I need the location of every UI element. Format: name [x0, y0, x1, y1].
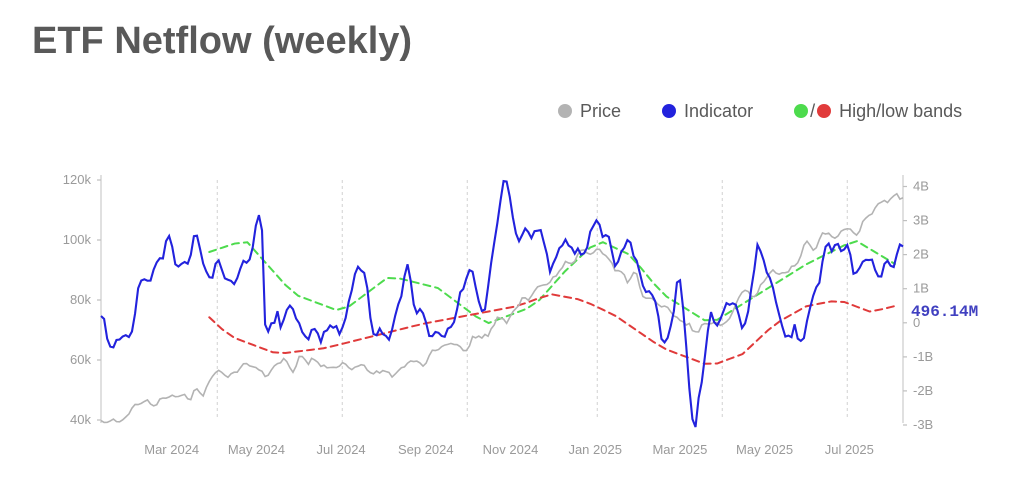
svg-text:120k: 120k — [63, 172, 92, 187]
svg-text:Nov 2024: Nov 2024 — [483, 442, 539, 457]
svg-text:May 2024: May 2024 — [228, 442, 285, 457]
svg-text:May 2025: May 2025 — [736, 442, 793, 457]
svg-text:Sep 2024: Sep 2024 — [398, 442, 454, 457]
svg-text:Jan 2025: Jan 2025 — [568, 442, 622, 457]
svg-text:60k: 60k — [70, 352, 91, 367]
svg-text:Jul 2025: Jul 2025 — [825, 442, 874, 457]
svg-text:1B: 1B — [913, 281, 929, 296]
svg-text:2B: 2B — [913, 247, 929, 262]
svg-text:40k: 40k — [70, 412, 91, 427]
svg-text:Jul 2024: Jul 2024 — [317, 442, 366, 457]
svg-text:3B: 3B — [913, 213, 929, 228]
svg-text:496.14M: 496.14M — [911, 303, 978, 321]
svg-text:Mar 2025: Mar 2025 — [652, 442, 707, 457]
svg-text:-1B: -1B — [913, 349, 933, 364]
svg-text:-2B: -2B — [913, 383, 933, 398]
svg-text:Mar 2024: Mar 2024 — [144, 442, 199, 457]
svg-text:100k: 100k — [63, 232, 92, 247]
svg-text:4B: 4B — [913, 179, 929, 194]
svg-text:-3B: -3B — [913, 417, 933, 432]
svg-text:80k: 80k — [70, 292, 91, 307]
